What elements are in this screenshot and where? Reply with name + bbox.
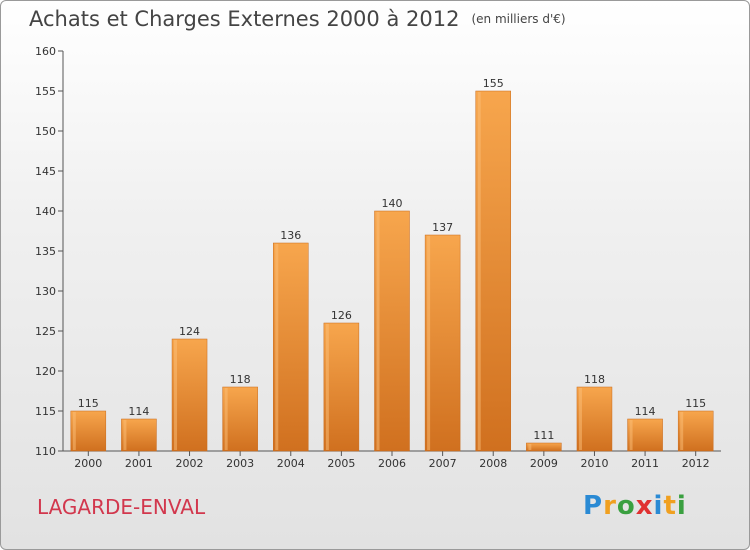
value-label-2006: 140 <box>382 197 403 210</box>
chart-title: Achats et Charges Externes 2000 à 2012 (e… <box>29 7 566 31</box>
bar-highlight <box>224 388 228 450</box>
bar-highlight <box>376 212 380 450</box>
bar-2009 <box>526 442 562 452</box>
bar-2007 <box>424 234 461 452</box>
value-label-2004: 136 <box>280 229 301 242</box>
y-tick-label: 115 <box>35 405 56 418</box>
place-name: LAGARDE-ENVAL <box>37 495 206 519</box>
value-label-2010: 118 <box>584 373 605 386</box>
bar-highlight <box>72 412 76 450</box>
bar-highlight <box>629 420 633 450</box>
bar-highlight <box>275 244 279 450</box>
y-tick-label: 120 <box>35 365 56 378</box>
bar-2001 <box>121 418 157 452</box>
y-tick-label: 130 <box>35 285 56 298</box>
value-label-2003: 118 <box>230 373 251 386</box>
proxiti-logo: Proxiti <box>583 491 687 521</box>
x-tick-label-2001: 2001 <box>125 457 153 470</box>
y-tick-label: 125 <box>35 325 56 338</box>
value-label-2012: 115 <box>685 397 706 410</box>
x-tick-label-2010: 2010 <box>580 457 608 470</box>
bar-highlight <box>680 412 684 450</box>
value-label-2009: 111 <box>533 429 554 442</box>
bar-highlight <box>427 236 431 450</box>
value-label-2000: 115 <box>78 397 99 410</box>
bar-highlight <box>477 92 481 450</box>
x-tick-label-2007: 2007 <box>429 457 457 470</box>
x-tick-label-2012: 2012 <box>682 457 710 470</box>
x-tick-label-2005: 2005 <box>327 457 355 470</box>
x-tick-label-2011: 2011 <box>631 457 659 470</box>
y-tick-label: 155 <box>35 85 56 98</box>
value-label-2008: 155 <box>483 77 504 90</box>
bar-2000 <box>70 410 107 452</box>
bar-2004 <box>273 242 309 452</box>
bar-2010 <box>576 386 613 452</box>
x-tick-label-2004: 2004 <box>277 457 305 470</box>
y-tick-label: 145 <box>35 165 56 178</box>
x-tick-label-2000: 2000 <box>74 457 102 470</box>
value-label-2002: 124 <box>179 325 200 338</box>
value-label-2005: 126 <box>331 309 352 322</box>
y-tick-label: 140 <box>35 205 56 218</box>
x-tick-label-2008: 2008 <box>479 457 507 470</box>
bar-2008 <box>475 90 511 452</box>
bar-2006 <box>374 210 410 452</box>
y-tick-label: 135 <box>35 245 56 258</box>
value-label-2001: 114 <box>128 405 149 418</box>
bar-highlight <box>174 340 178 450</box>
x-tick-label-2006: 2006 <box>378 457 406 470</box>
value-label-2011: 114 <box>635 405 656 418</box>
value-label-2007: 137 <box>432 221 453 234</box>
bar-2011 <box>627 418 663 452</box>
bar-2003 <box>222 386 258 452</box>
bar-highlight <box>123 420 127 450</box>
y-tick-label: 150 <box>35 125 56 138</box>
bar-2005 <box>323 322 360 452</box>
bar-highlight <box>325 324 329 450</box>
y-tick-label: 160 <box>35 45 56 58</box>
unit-label: (en milliers d'€) <box>471 12 566 26</box>
x-tick-label-2002: 2002 <box>176 457 204 470</box>
bar-2012 <box>677 410 714 452</box>
bar-2002 <box>171 338 208 452</box>
y-tick-label: 110 <box>35 445 56 458</box>
x-tick-label-2003: 2003 <box>226 457 254 470</box>
bar-highlight <box>528 444 532 450</box>
bar-highlight <box>578 388 582 450</box>
x-tick-label-2009: 2009 <box>530 457 558 470</box>
